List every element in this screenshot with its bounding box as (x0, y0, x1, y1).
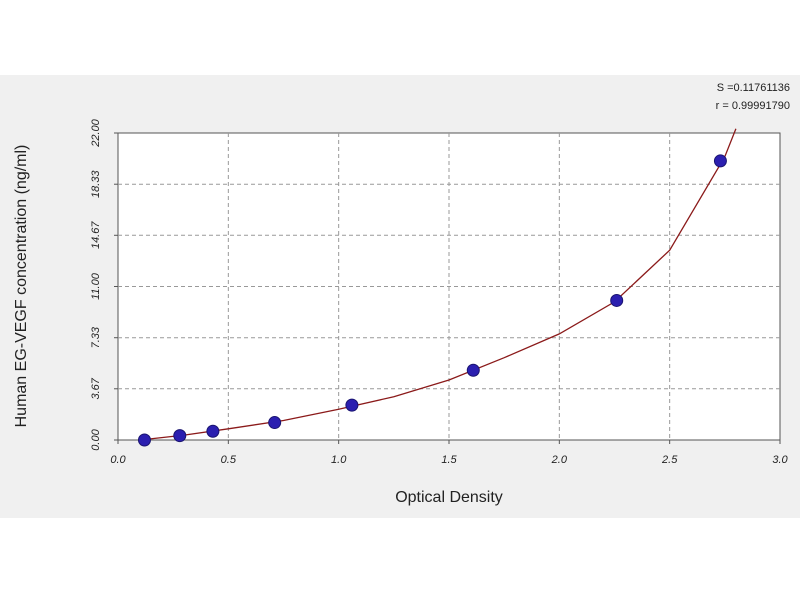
y-tick-label: 11.00 (90, 272, 102, 300)
y-tick-label: 18.33 (90, 170, 102, 198)
data-point (268, 416, 282, 430)
x-tick-label: 1.5 (441, 454, 457, 466)
data-point (173, 429, 187, 443)
data-point (713, 154, 727, 168)
y-tick-label: 3.67 (90, 377, 102, 399)
x-tick-label: 2.5 (661, 454, 678, 466)
x-tick-label: 0.0 (110, 454, 126, 466)
x-tick-label: 0.5 (221, 454, 237, 466)
fit-curve (140, 128, 737, 441)
annotation: S =0.11761136 (717, 82, 790, 94)
x-tick-label: 1.0 (331, 454, 347, 466)
y-tick-label: 7.33 (90, 326, 102, 348)
data-point (345, 398, 359, 412)
y-axis-title: Human EG-VEGF concentration (ng/ml) (13, 145, 30, 428)
data-point (466, 363, 480, 377)
y-tick-label: 0.00 (90, 428, 102, 450)
data-point (137, 433, 151, 447)
x-axis-title: Optical Density (395, 489, 503, 506)
y-tick-label: 14.67 (90, 221, 102, 249)
y-tick-label: 22.00 (90, 118, 102, 147)
x-tick-label: 2.0 (551, 454, 568, 466)
data-point (206, 424, 220, 438)
annotation: r = 0.99991790 (716, 100, 790, 112)
x-tick-label: 3.0 (772, 454, 788, 466)
data-point (610, 293, 624, 307)
